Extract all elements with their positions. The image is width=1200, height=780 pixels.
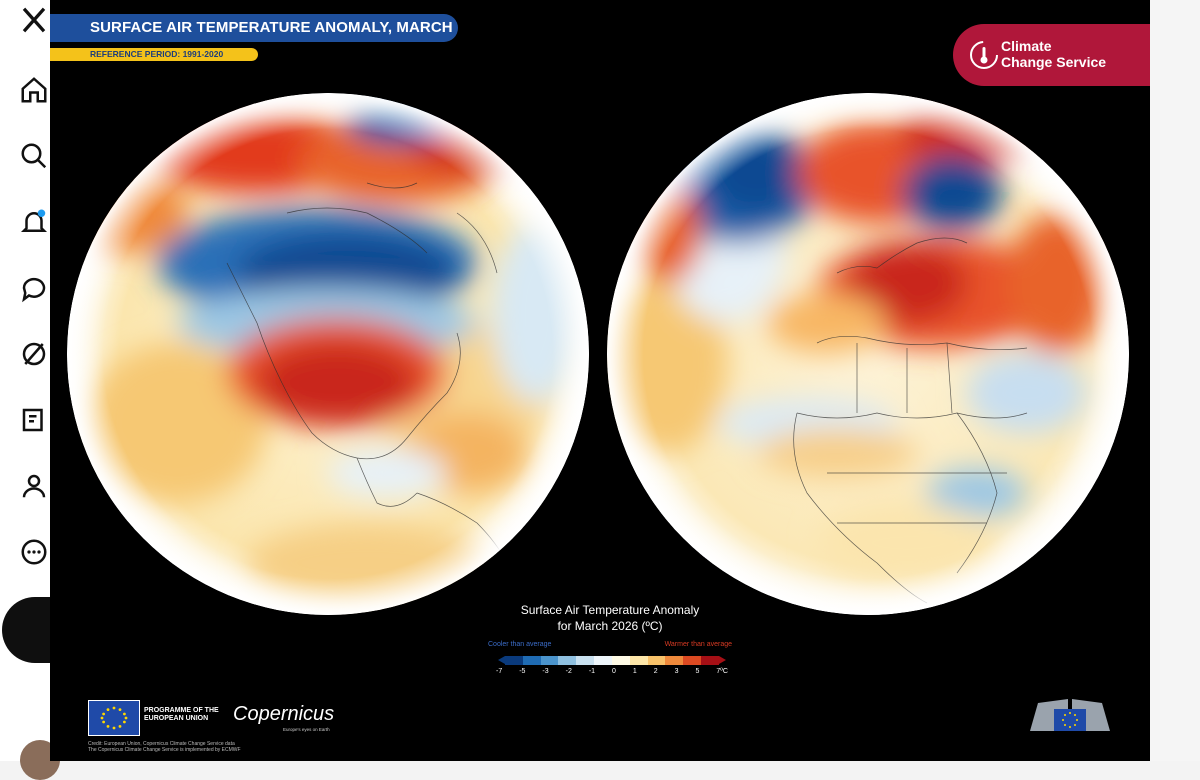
colorbar-swatch [701, 656, 719, 665]
compose-icon[interactable] [16, 402, 52, 438]
c3s-logo-icon [970, 41, 998, 69]
colorbar-swatch [647, 656, 666, 665]
tick-label: 2 [653, 668, 658, 675]
notifications-icon[interactable] [16, 204, 52, 240]
tick-label: 5 [695, 668, 700, 675]
credit-line-2: The Copernicus Climate Change Service is… [88, 747, 241, 753]
colorbar-swatch [594, 656, 612, 665]
tick-label: -7 [496, 668, 503, 675]
credit-line-1: Credit: European Union, Copernicus Clima… [88, 741, 235, 747]
temperature-anomaly-image[interactable]: SURFACE AIR TEMPERATURE ANOMALY, MARCH 2… [50, 0, 1150, 761]
eu-flag-icon [88, 700, 140, 736]
image-credits: Credit: European Union, Copernicus Clima… [88, 741, 241, 753]
colorbar-swatch [576, 656, 595, 665]
search-icon[interactable] [16, 138, 52, 174]
warmer-label: Warmer than average [664, 641, 732, 648]
colorbar-swatch [629, 656, 648, 665]
legend-title-line-2: for March 2026 (ºC) [557, 619, 663, 633]
colorbar-swatch [683, 656, 702, 665]
colorbar-swatch [505, 656, 523, 665]
colorbar-swatch [665, 656, 684, 665]
european-commission-logo-icon [1030, 699, 1110, 731]
app-sidebar [0, 0, 62, 780]
legend-title: Surface Air Temperature Anomaly for Marc… [480, 602, 740, 634]
climate-change-service-badge: Climate Change Service [953, 24, 1150, 86]
badge-line-1: Climate [1001, 38, 1052, 54]
home-icon[interactable] [16, 72, 52, 108]
badge-line-2: Change Service [1001, 54, 1107, 70]
colorbar-ticks: -7 -5 -3 -2 -1 0 1 2 3 5 7ºC [496, 668, 728, 675]
grok-icon[interactable] [16, 336, 52, 372]
tick-label: 1 [632, 668, 637, 675]
tick-label: 3 [674, 668, 679, 675]
tick-label: 0 [612, 668, 616, 675]
cooler-label: Cooler than average [488, 641, 552, 648]
image-title: SURFACE AIR TEMPERATURE ANOMALY, MARCH 2… [50, 14, 458, 64]
more-icon[interactable] [16, 534, 52, 570]
colorbar-arrow-right [718, 656, 726, 664]
reference-period: REFERENCE PERIOD: 1991-2020 [50, 48, 258, 61]
eu-line-2: EUROPEAN UNION [144, 715, 209, 722]
tick-label: -5 [519, 668, 526, 675]
right-panel-edge [1150, 0, 1200, 761]
x-logo-icon[interactable] [16, 2, 52, 38]
colorbar [498, 656, 726, 665]
messages-icon[interactable] [16, 270, 52, 306]
colorbar-arrow-left [498, 656, 505, 664]
legend-title-line-1: Surface Air Temperature Anomaly [520, 603, 700, 617]
colorbar-swatch [540, 656, 559, 665]
eu-programme-text: PROGRAMME OF THE EUROPEAN UNION [144, 707, 219, 723]
eu-line-1: PROGRAMME OF THE [144, 707, 219, 714]
copernicus-tagline: Europe's eyes on Earth [283, 727, 330, 732]
tick-label: 7ºC [716, 668, 728, 675]
tick-label: -3 [542, 668, 549, 675]
tick-label: -2 [565, 668, 572, 675]
legend-labels: Cooler than average Warmer than average [488, 641, 732, 651]
colorbar-swatch [611, 656, 630, 665]
profile-icon[interactable] [16, 468, 52, 504]
tick-label: -1 [588, 668, 596, 675]
colorbar-swatch [558, 656, 577, 665]
globe-americas [67, 93, 589, 615]
colorbar-swatch [522, 656, 541, 665]
globe-europe-africa [607, 93, 1129, 615]
copernicus-logo: Copernicus [233, 703, 335, 725]
